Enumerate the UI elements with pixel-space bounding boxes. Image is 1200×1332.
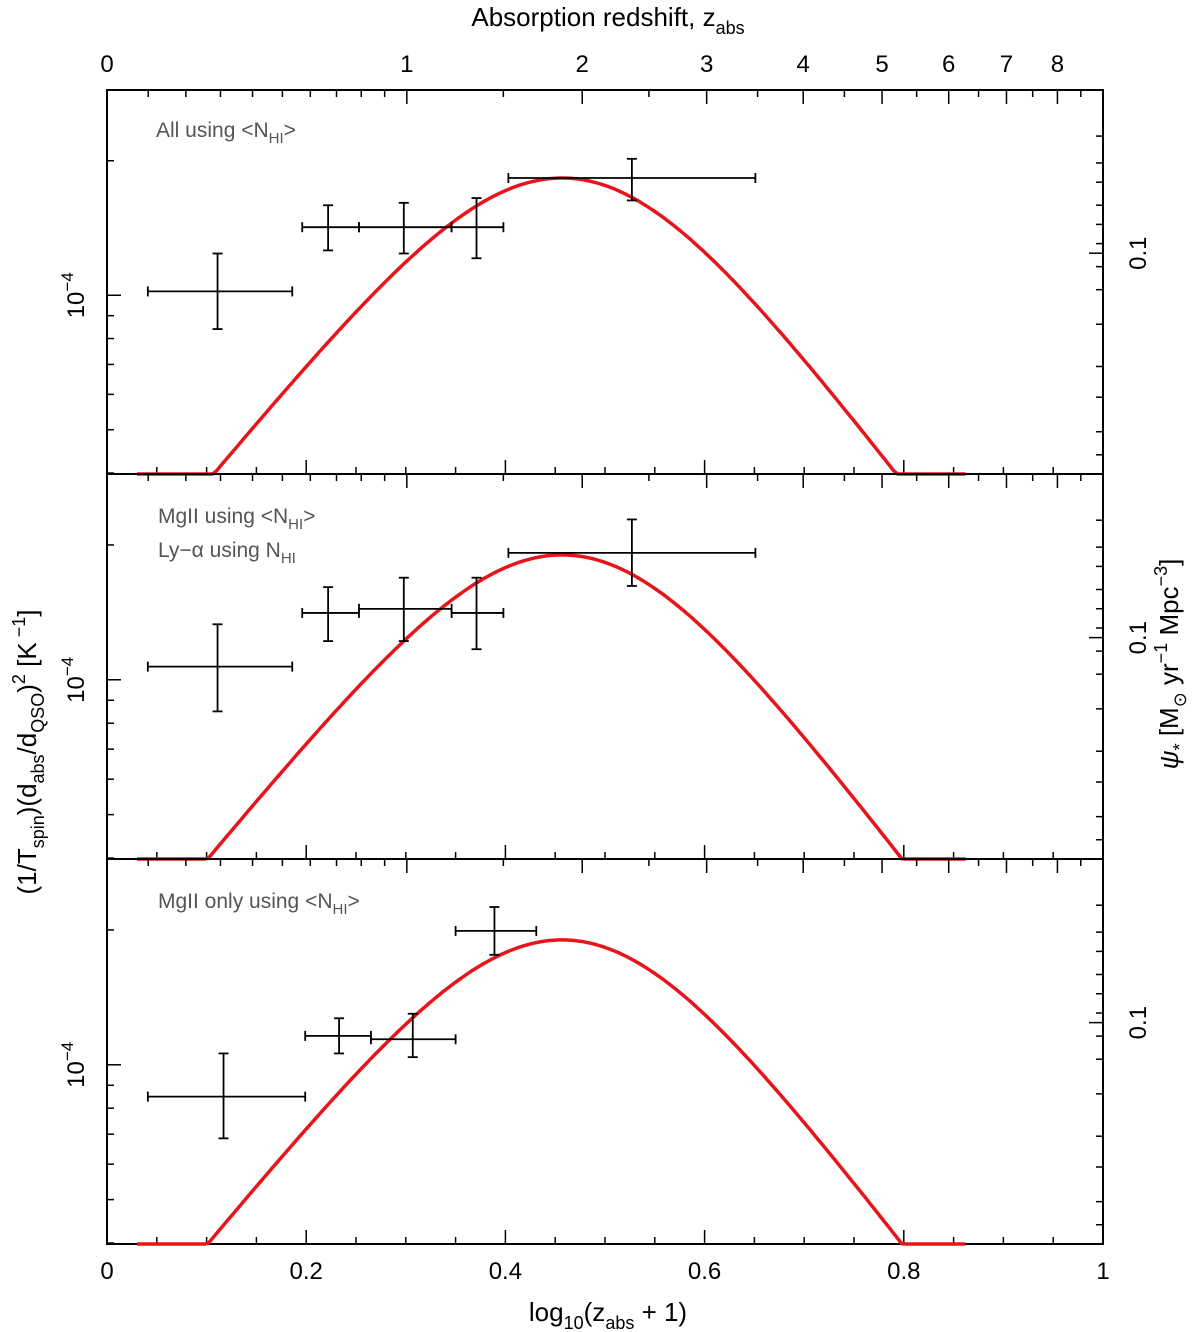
top-tick-label: 3 — [700, 51, 713, 78]
data-point — [450, 576, 505, 651]
left-tick-label: 10−4 — [58, 657, 90, 703]
data-point — [146, 252, 294, 330]
top-tick-label: 2 — [576, 51, 589, 78]
right-tick-label: 0.1 — [1125, 237, 1152, 270]
left-tick-label: 10−4 — [58, 1042, 90, 1088]
data-point — [358, 201, 453, 255]
panel-mgii-only: 0.1 10−4 MgII only using <NHI> — [58, 858, 1152, 1246]
model-curve — [136, 553, 966, 861]
data-point — [507, 157, 757, 202]
data-point — [370, 1012, 457, 1059]
bottom-tick-label: 0.4 — [489, 1258, 522, 1285]
bottom-tick-label: 0 — [100, 1258, 113, 1285]
bottom-tick-label: 0.6 — [688, 1258, 721, 1285]
model-curve — [136, 176, 966, 476]
panel-label: MgII using <NHI> — [158, 505, 315, 533]
top-tick-label: 1 — [400, 51, 413, 78]
top-axis-label: Absorption redshift, zabs — [471, 2, 744, 38]
bottom-tick-label: 1 — [1096, 1258, 1109, 1285]
top-tick-label: 7 — [1000, 51, 1013, 78]
top-tick-label: 4 — [796, 51, 809, 78]
data-point — [358, 576, 453, 642]
top-tick-label: 6 — [942, 51, 955, 78]
data-point — [146, 623, 294, 713]
data-point — [507, 518, 757, 587]
right-tick-label: 0.1 — [1125, 1006, 1152, 1039]
panel-mgii-and-lya: 0.1 10−4 MgII using <NHI> Ly−α using NHI — [58, 473, 1152, 861]
data-point — [146, 1052, 307, 1140]
data-point — [304, 1017, 372, 1055]
data-point — [301, 586, 360, 642]
left-tick-label: 10−4 — [58, 272, 90, 318]
panel-frame — [106, 89, 1104, 475]
top-tick-label: 8 — [1051, 51, 1064, 78]
data-point — [454, 906, 538, 956]
top-tick-label: 0 — [100, 51, 113, 78]
bottom-axis-label: log10(zabs + 1) — [529, 1297, 687, 1332]
data-point — [450, 197, 505, 260]
panel-all-using-mean-nhi: 0.1 10−4 All using <NHI> — [58, 89, 1152, 476]
data-point — [301, 204, 360, 252]
left-axis-label: (1/Tspin)(dabs/dQSO)2 [K −1] — [9, 609, 48, 894]
right-tick-label: 0.1 — [1125, 621, 1152, 654]
panel-label: MgII only using <NHI> — [158, 890, 360, 918]
panel-label-second-line: Ly−α using NHI — [158, 539, 296, 567]
bottom-tick-label: 0.8 — [887, 1258, 920, 1285]
model-curve — [136, 938, 966, 1246]
right-axis-label: ψ* [M⊙ yr−1 Mpc−3] — [1151, 559, 1190, 770]
bottom-tick-label: 0.2 — [290, 1258, 323, 1285]
panel-label: All using <NHI> — [156, 119, 296, 147]
top-tick-label: 5 — [875, 51, 888, 78]
